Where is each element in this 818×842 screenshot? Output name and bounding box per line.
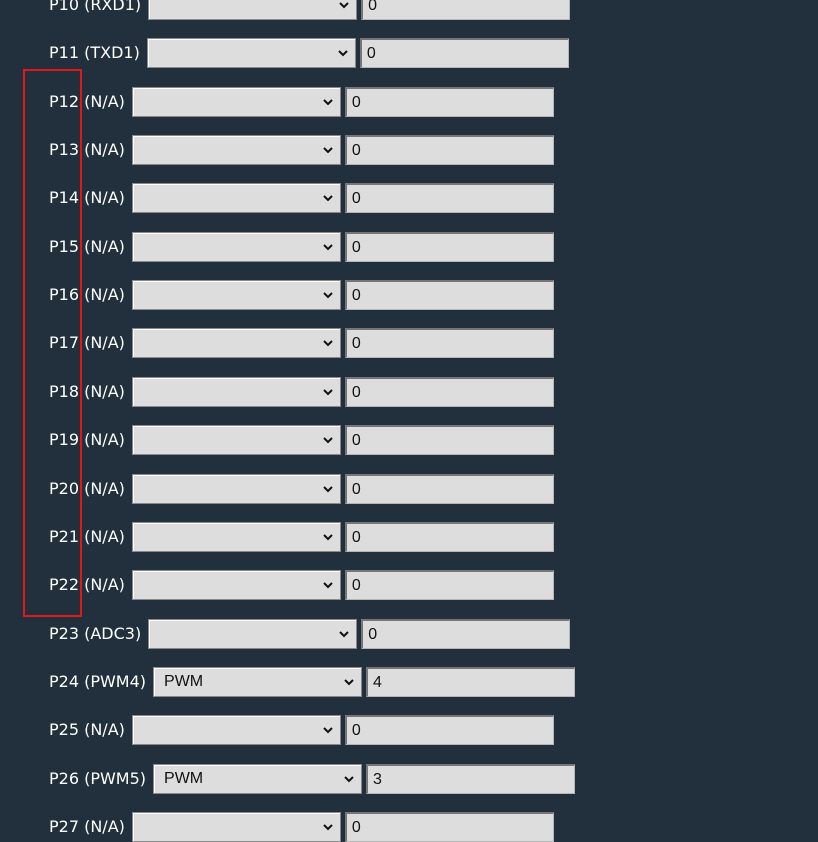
pin-value-input[interactable] bbox=[344, 232, 554, 262]
chevron-down-icon bbox=[323, 582, 333, 589]
pin-label: P17 (N/A) bbox=[49, 333, 125, 352]
pin-value-input[interactable] bbox=[366, 764, 576, 794]
chevron-down-icon bbox=[323, 340, 333, 347]
pin-label: P21 (N/A) bbox=[49, 527, 125, 546]
pin-mode-select[interactable] bbox=[131, 474, 341, 504]
chevron-down-icon bbox=[323, 292, 333, 299]
chevron-down-icon bbox=[323, 389, 333, 396]
pin-value-input[interactable] bbox=[344, 183, 554, 213]
pin-value-input[interactable] bbox=[344, 425, 554, 455]
chevron-down-icon bbox=[339, 631, 349, 638]
pin-mode-value: PWM bbox=[164, 673, 204, 690]
pin-row: P12 (N/A) bbox=[49, 87, 554, 117]
pin-value-input[interactable] bbox=[344, 87, 554, 117]
pin-mode-select[interactable] bbox=[131, 328, 341, 358]
pin-row: P24 (PWM4) PWM bbox=[49, 667, 576, 697]
pin-mode-select[interactable] bbox=[131, 570, 341, 600]
pin-row: P26 (PWM5) PWM bbox=[49, 764, 576, 794]
pin-value-input[interactable] bbox=[344, 280, 554, 310]
chevron-down-icon bbox=[323, 727, 333, 734]
pin-label: P26 (PWM5) bbox=[49, 769, 147, 788]
pin-label: P25 (N/A) bbox=[49, 720, 125, 739]
pin-value-input[interactable] bbox=[344, 328, 554, 358]
pin-value-input[interactable] bbox=[359, 38, 569, 68]
pin-row: P13 (N/A) bbox=[49, 135, 554, 165]
chevron-down-icon bbox=[323, 244, 333, 251]
chevron-down-icon bbox=[344, 776, 354, 783]
pin-label: P18 (N/A) bbox=[49, 382, 125, 401]
pin-value-input[interactable] bbox=[344, 377, 554, 407]
pin-mode-select[interactable] bbox=[131, 377, 341, 407]
pin-label: P14 (N/A) bbox=[49, 188, 125, 207]
pin-value-input[interactable] bbox=[344, 522, 554, 552]
pin-mode-select[interactable] bbox=[148, 0, 358, 20]
pin-label: P13 (N/A) bbox=[49, 140, 125, 159]
pin-label: P24 (PWM4) bbox=[49, 672, 147, 691]
pin-value-input[interactable] bbox=[361, 0, 571, 20]
pin-value-input[interactable] bbox=[366, 667, 576, 697]
pin-mode-select[interactable] bbox=[148, 619, 358, 649]
pin-label: P15 (N/A) bbox=[49, 237, 125, 256]
pin-mode-select[interactable]: PWM bbox=[153, 764, 363, 794]
pin-label: P23 (ADC3) bbox=[49, 624, 142, 643]
chevron-down-icon bbox=[323, 824, 333, 831]
pin-value-input[interactable] bbox=[344, 812, 554, 842]
pin-label: P12 (N/A) bbox=[49, 92, 125, 111]
pin-value-input[interactable] bbox=[344, 570, 554, 600]
pin-mode-select[interactable] bbox=[131, 232, 341, 262]
pin-row: P22 (N/A) bbox=[49, 570, 554, 600]
pin-mode-select[interactable] bbox=[131, 425, 341, 455]
pin-label: P27 (N/A) bbox=[49, 817, 125, 836]
pin-row: P25 (N/A) bbox=[49, 715, 554, 745]
chevron-down-icon bbox=[323, 99, 333, 106]
pin-mode-value: PWM bbox=[164, 770, 204, 787]
chevron-down-icon bbox=[344, 679, 354, 686]
pin-mode-select[interactable]: PWM bbox=[153, 667, 363, 697]
chevron-down-icon bbox=[323, 534, 333, 541]
pin-value-input[interactable] bbox=[344, 474, 554, 504]
pin-row: P15 (N/A) bbox=[49, 232, 554, 262]
chevron-down-icon bbox=[323, 437, 333, 444]
chevron-down-icon bbox=[323, 195, 333, 202]
pin-row: P18 (N/A) bbox=[49, 377, 554, 407]
pin-row: P19 (N/A) bbox=[49, 425, 554, 455]
pin-value-input[interactable] bbox=[361, 619, 571, 649]
pin-row: P14 (N/A) bbox=[49, 183, 554, 213]
pin-value-input[interactable] bbox=[344, 715, 554, 745]
pin-label: P22 (N/A) bbox=[49, 575, 125, 594]
pin-mode-select[interactable] bbox=[131, 87, 341, 117]
pin-row: P11 (TXD1) bbox=[49, 38, 569, 68]
pin-value-input[interactable] bbox=[344, 135, 554, 165]
pin-row: P10 (RXD1) bbox=[49, 0, 571, 20]
pin-label: P10 (RXD1) bbox=[49, 0, 142, 14]
chevron-down-icon bbox=[338, 50, 348, 57]
pin-label: P19 (N/A) bbox=[49, 430, 125, 449]
pin-row: P21 (N/A) bbox=[49, 522, 554, 552]
pin-label: P20 (N/A) bbox=[49, 479, 125, 498]
pin-mode-select[interactable] bbox=[131, 183, 341, 213]
pin-mode-select[interactable] bbox=[131, 812, 341, 842]
pin-label: P16 (N/A) bbox=[49, 285, 125, 304]
chevron-down-icon bbox=[323, 147, 333, 154]
pin-mode-select[interactable] bbox=[131, 522, 341, 552]
chevron-down-icon bbox=[323, 486, 333, 493]
pin-mode-select[interactable] bbox=[131, 715, 341, 745]
pin-row: P16 (N/A) bbox=[49, 280, 554, 310]
pin-label: P11 (TXD1) bbox=[49, 43, 140, 62]
pin-mode-select[interactable] bbox=[131, 135, 341, 165]
pin-row: P27 (N/A) bbox=[49, 812, 554, 842]
pin-row: P20 (N/A) bbox=[49, 474, 554, 504]
chevron-down-icon bbox=[339, 2, 349, 9]
pin-row: P23 (ADC3) bbox=[49, 619, 571, 649]
pin-row: P17 (N/A) bbox=[49, 328, 554, 358]
pin-mode-select[interactable] bbox=[146, 38, 356, 68]
pin-mode-select[interactable] bbox=[131, 280, 341, 310]
